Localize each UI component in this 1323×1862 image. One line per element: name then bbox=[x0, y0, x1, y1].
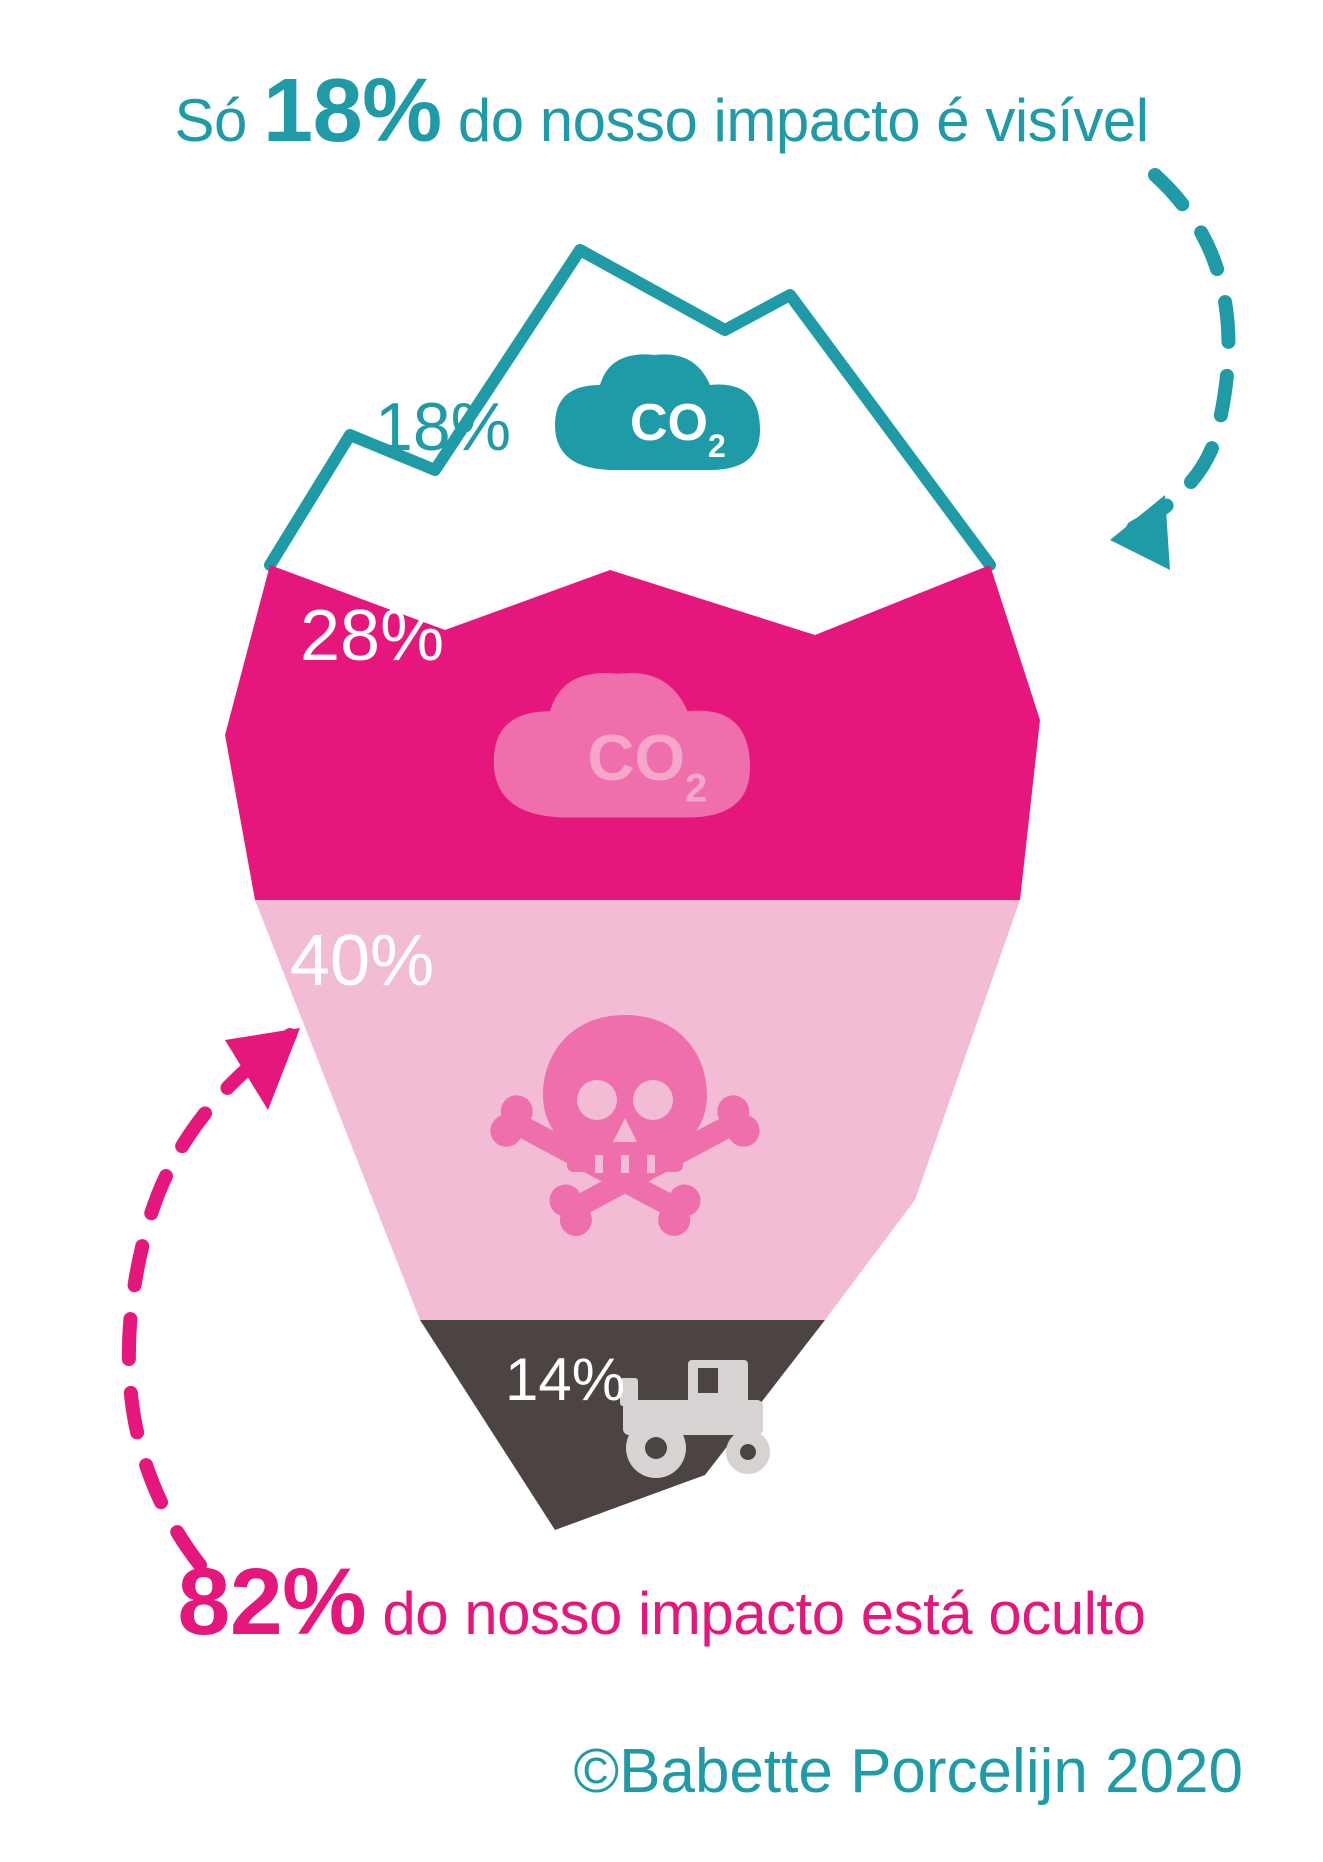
headline-hidden-suffix: do nosso impacto está oculto bbox=[366, 1580, 1145, 1647]
svg-text:CO: CO bbox=[630, 394, 708, 452]
arrow-top bbox=[1110, 175, 1229, 570]
seg-label-40: 40% bbox=[290, 921, 434, 1001]
arrow-bottom bbox=[129, 1028, 300, 1565]
seg-label-14: 14% bbox=[505, 1346, 625, 1413]
svg-text:CO: CO bbox=[588, 721, 686, 794]
seg-label-28: 28% bbox=[300, 596, 444, 676]
headline-hidden-percent: 82% bbox=[178, 1549, 367, 1655]
headline-hidden: 82% do nosso impacto está oculto bbox=[0, 1548, 1323, 1657]
headline-visible: Só 18% do nosso impacto é visível bbox=[0, 60, 1323, 163]
headline-visible-percent: 18% bbox=[263, 61, 442, 161]
seg-label-18: 18% bbox=[375, 389, 511, 465]
headline-visible-prefix: Só bbox=[174, 87, 263, 154]
svg-text:2: 2 bbox=[685, 766, 707, 810]
copyright-text: ©Babette Porcelijn 2020 bbox=[573, 1736, 1243, 1807]
co2-cloud-icon-top: CO 2 bbox=[555, 354, 760, 470]
svg-text:2: 2 bbox=[708, 428, 726, 464]
headline-visible-suffix: do nosso impacto é visível bbox=[442, 87, 1149, 154]
